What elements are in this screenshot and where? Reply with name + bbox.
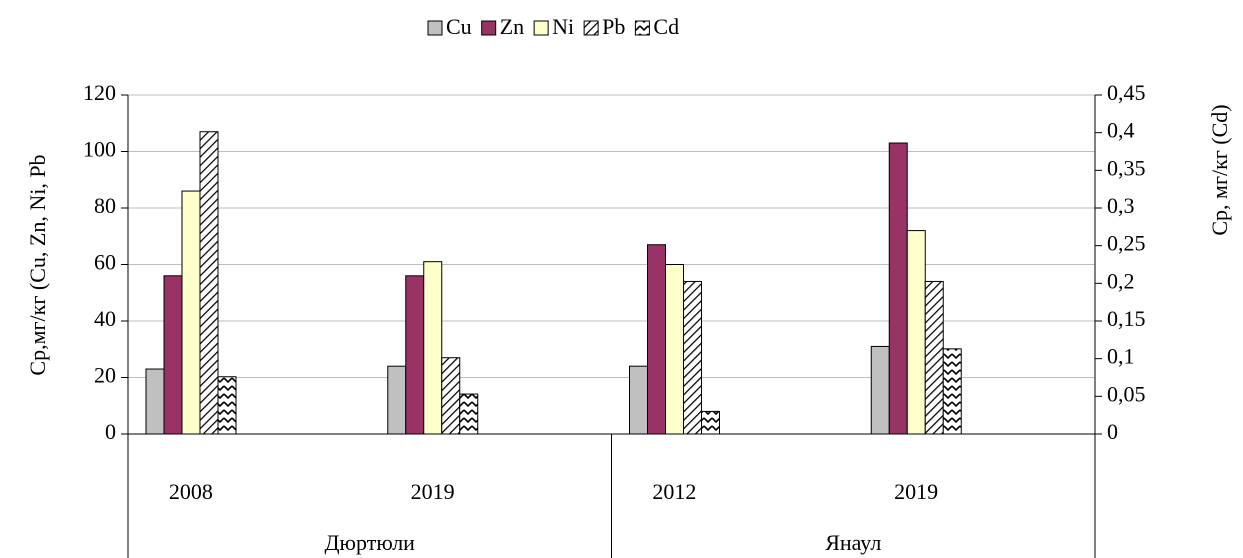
group-label: Дюртюли bbox=[325, 530, 416, 555]
bar bbox=[647, 244, 666, 435]
y2-axis-title: Ср, мг/кг (Cd) bbox=[1207, 104, 1232, 235]
bar bbox=[459, 393, 479, 435]
y2-tick-label: 0,05 bbox=[1107, 381, 1146, 406]
bar bbox=[924, 280, 944, 435]
y2-tick-label: 0,45 bbox=[1107, 80, 1146, 105]
legend-swatch bbox=[533, 20, 549, 36]
legend-swatch bbox=[634, 20, 650, 36]
bar bbox=[423, 261, 443, 435]
x-tick-label: 2012 bbox=[652, 479, 696, 504]
y2-tick-label: 0,3 bbox=[1107, 193, 1135, 218]
y-tick-label: 0 bbox=[105, 419, 116, 444]
group-label: Янаул bbox=[825, 530, 881, 555]
legend-label: Pb bbox=[602, 14, 625, 39]
y-tick-label: 80 bbox=[94, 193, 116, 218]
bar bbox=[199, 131, 219, 435]
y2-tick-label: 0,25 bbox=[1107, 231, 1146, 256]
legend-label: Cd bbox=[653, 14, 679, 39]
y2-tick-label: 0,1 bbox=[1107, 344, 1135, 369]
legend-label: Ni bbox=[552, 14, 574, 39]
bar bbox=[217, 376, 237, 435]
bar bbox=[870, 345, 890, 435]
y2-tick-label: 0,35 bbox=[1107, 155, 1146, 180]
bar bbox=[181, 190, 201, 435]
legend-swatch bbox=[427, 20, 443, 36]
legend-swatch bbox=[481, 20, 497, 36]
x-tick-label: 2019 bbox=[411, 479, 455, 504]
x-tick-label: 2019 bbox=[894, 479, 938, 504]
y-tick-label: 120 bbox=[83, 80, 116, 105]
bar bbox=[145, 368, 165, 435]
legend-label: Zn bbox=[500, 14, 524, 39]
bar bbox=[629, 365, 648, 435]
bar bbox=[405, 275, 425, 435]
y-tick-label: 100 bbox=[83, 137, 116, 162]
legend-label: Cu bbox=[446, 14, 472, 39]
y-tick-label: 40 bbox=[94, 306, 116, 331]
bar bbox=[387, 365, 407, 435]
bar bbox=[683, 280, 702, 435]
y2-tick-label: 0,15 bbox=[1107, 306, 1146, 331]
x-tick-label: 2008 bbox=[169, 479, 213, 504]
bar bbox=[942, 348, 962, 435]
bar bbox=[665, 264, 684, 435]
y-tick-label: 60 bbox=[94, 250, 116, 275]
bar bbox=[163, 275, 183, 435]
y-axis-title: Ср,мг/кг (Cu, Zn, Ni, Pb bbox=[25, 154, 50, 375]
y2-tick-label: 0,4 bbox=[1107, 118, 1135, 143]
legend-swatch bbox=[583, 20, 599, 36]
y-tick-label: 20 bbox=[94, 363, 116, 388]
bar bbox=[906, 230, 926, 435]
y2-tick-label: 0 bbox=[1107, 419, 1118, 444]
y2-tick-label: 0,2 bbox=[1107, 268, 1135, 293]
bar bbox=[701, 410, 720, 435]
bar bbox=[888, 142, 908, 435]
bar bbox=[441, 357, 461, 435]
